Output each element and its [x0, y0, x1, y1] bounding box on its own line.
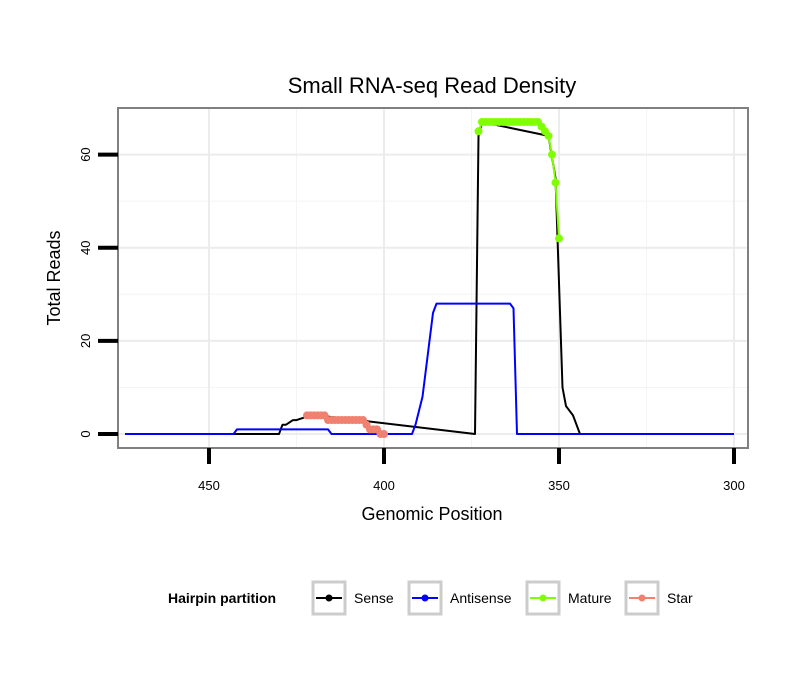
x-tick-label: 400	[373, 478, 395, 493]
data-point-mature	[548, 150, 556, 159]
series-layer	[125, 117, 734, 439]
series-line-antisense	[125, 302, 734, 435]
legend-label: Star	[667, 590, 693, 606]
legend-key-point	[421, 594, 429, 602]
y-tick-label: 0	[78, 430, 93, 437]
data-point-mature	[555, 234, 563, 243]
legend-label: Antisense	[450, 590, 512, 606]
legend-key-point	[638, 594, 646, 602]
legend-key-point	[539, 594, 547, 602]
data-point-star	[380, 430, 388, 439]
series-mature	[474, 117, 563, 243]
legend-title: Hairpin partition	[168, 590, 276, 606]
y-axis: 0 20 40 60	[78, 147, 118, 438]
series-star	[303, 411, 388, 439]
legend-label: Mature	[568, 590, 612, 606]
x-axis: 450 400 350 300	[198, 448, 745, 493]
chart-title: Small RNA-seq Read Density	[288, 73, 577, 98]
x-tick-label: 350	[548, 478, 570, 493]
legend-item-star: Star	[624, 580, 693, 616]
y-tick-label: 60	[78, 147, 93, 161]
x-tick-label: 300	[723, 478, 745, 493]
legend-item-mature: Mature	[525, 580, 612, 616]
legend-label: Sense	[354, 590, 394, 606]
plot-panel	[118, 108, 748, 448]
y-tick-label: 40	[78, 240, 93, 254]
plot-border	[117, 107, 749, 449]
data-point-mature	[544, 131, 553, 140]
legend: Hairpin partition Sense Antisense Mature St…	[168, 580, 693, 616]
legend-item-antisense: Antisense	[407, 580, 512, 616]
legend-key-point	[325, 594, 333, 602]
data-point-mature	[474, 127, 483, 136]
x-axis-title: Genomic Position	[361, 504, 502, 524]
x-tick-label: 450	[198, 478, 220, 493]
data-point-mature	[551, 178, 560, 187]
legend-item-sense: Sense	[311, 580, 394, 616]
series-antisense	[125, 302, 734, 435]
y-tick-label: 20	[78, 334, 93, 348]
y-axis-title: Total Reads	[44, 230, 64, 325]
